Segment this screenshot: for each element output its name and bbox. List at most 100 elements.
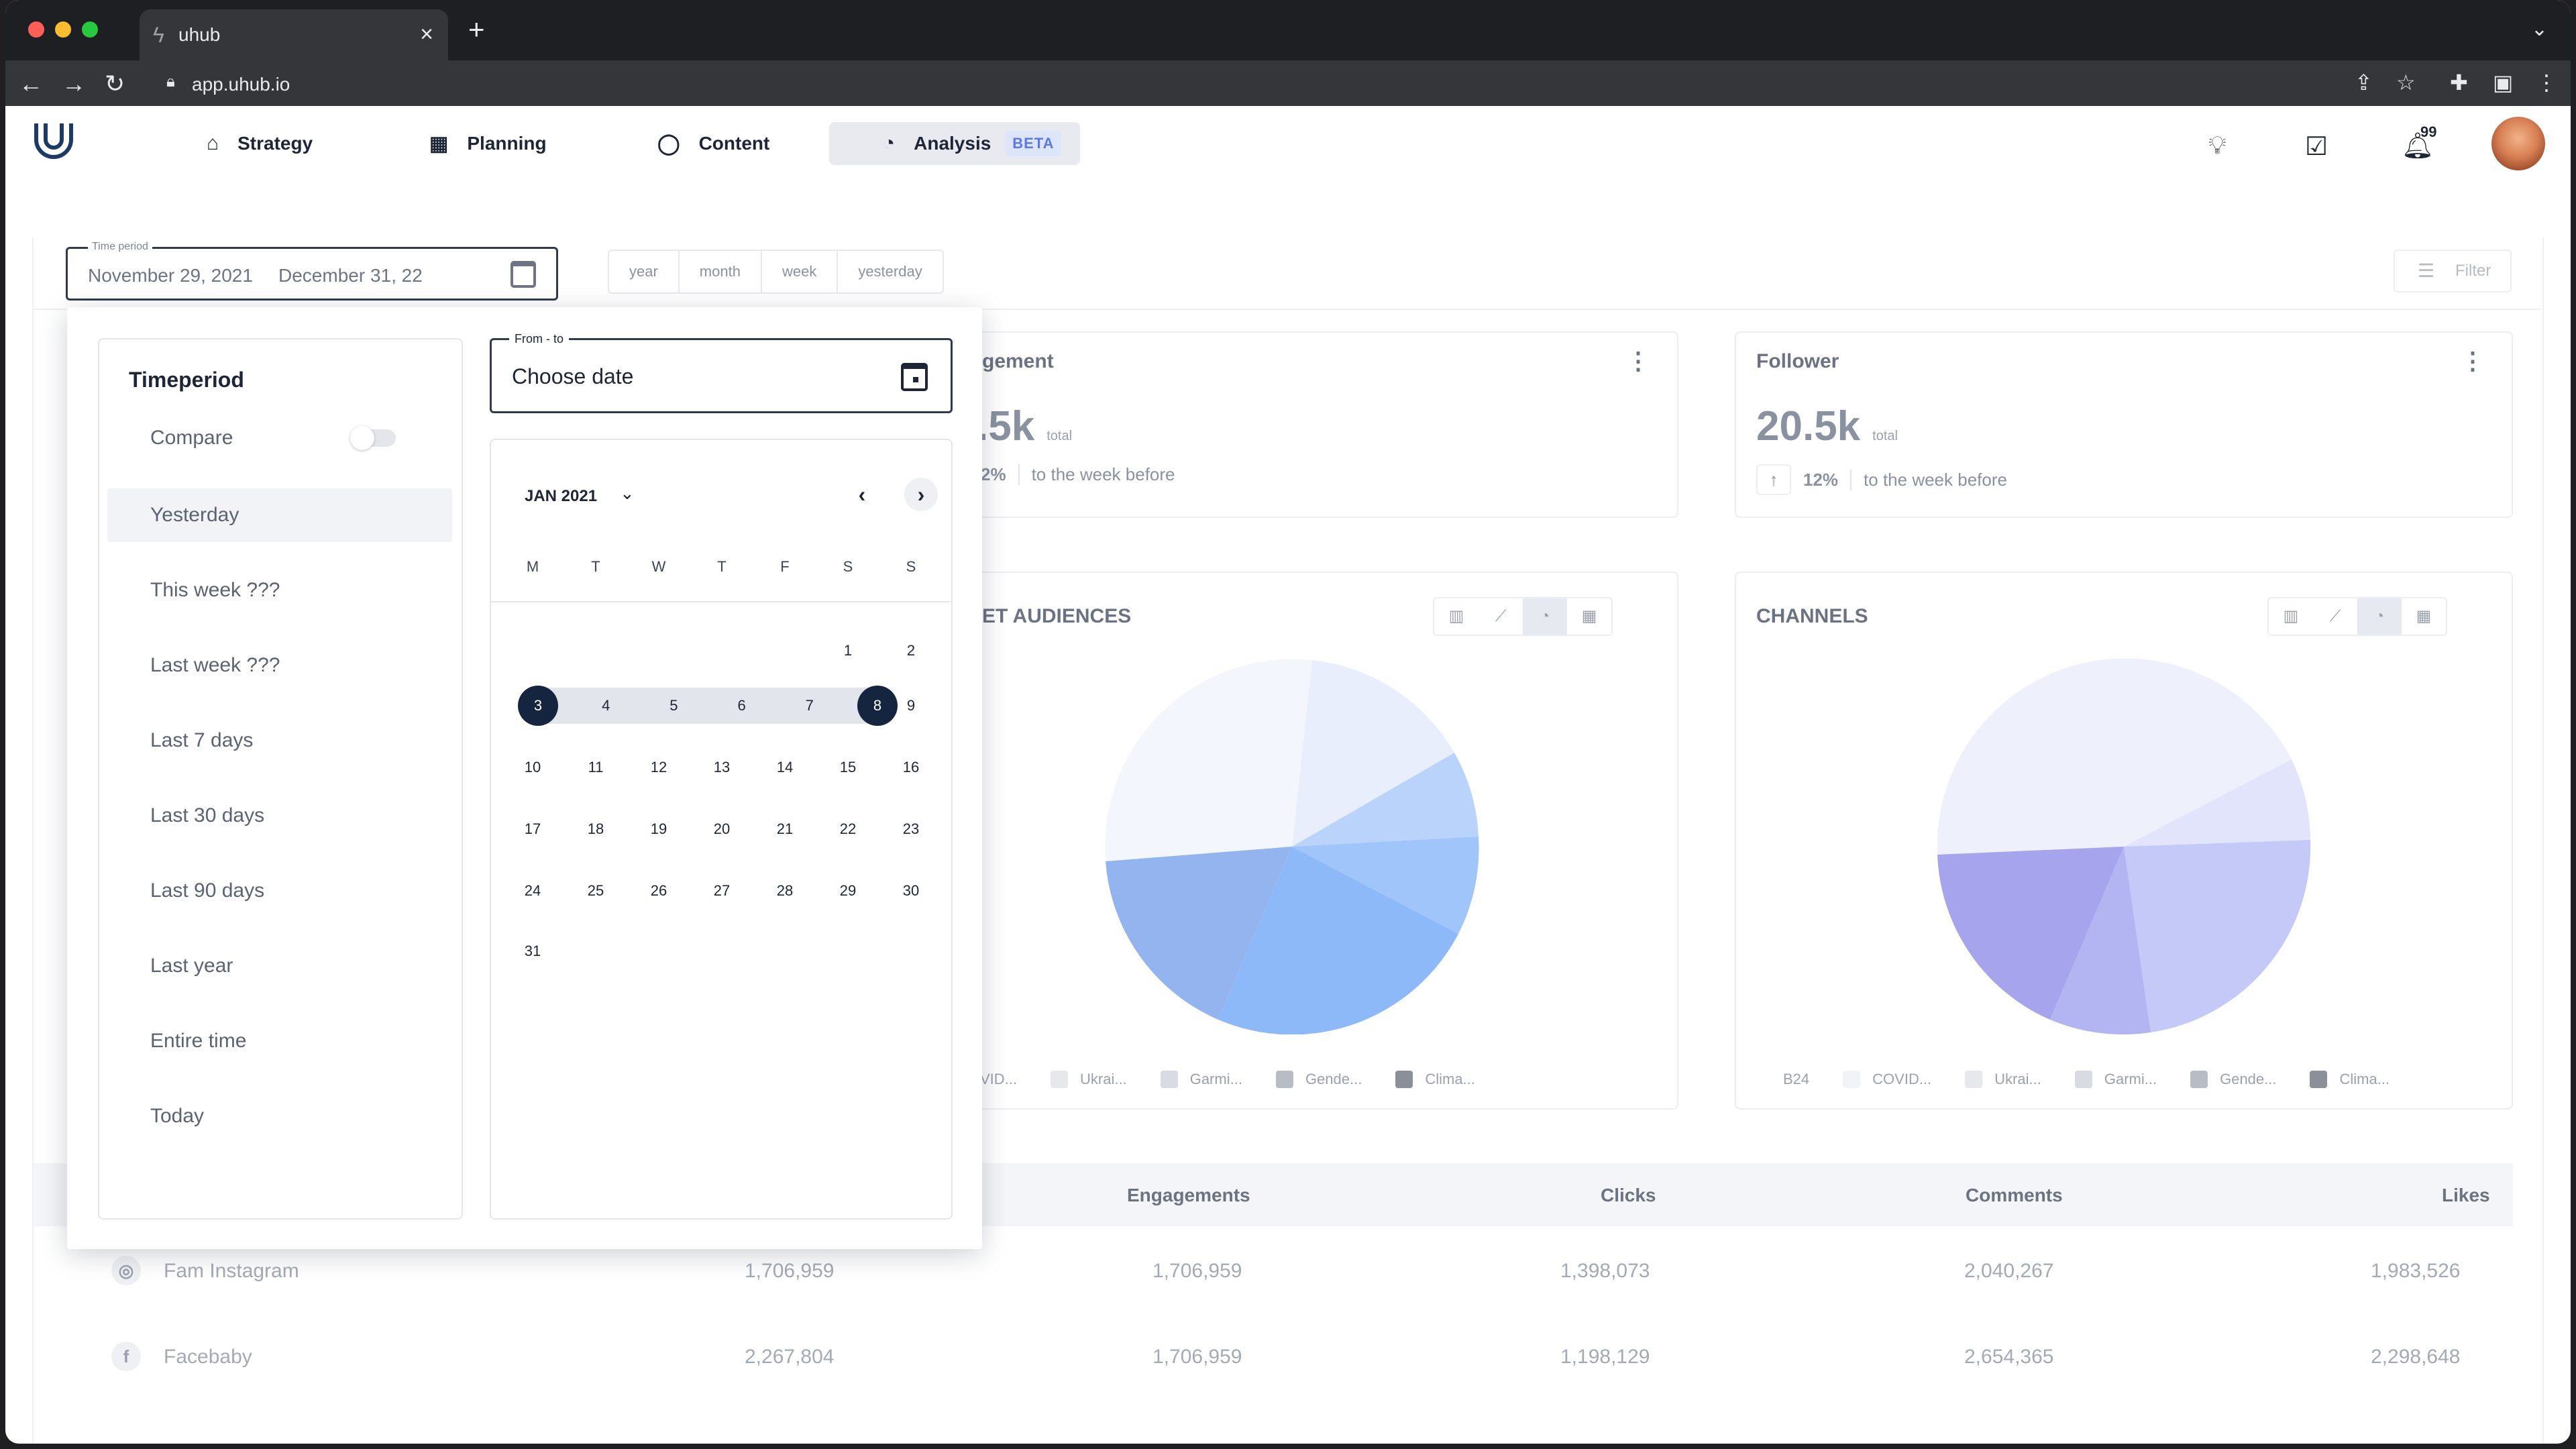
th-engagements[interactable]: Engagements [1127, 1185, 1250, 1205]
calendar-day[interactable]: 15 [839, 759, 857, 775]
sidebar-icon[interactable]: ▣ [2493, 70, 2514, 95]
prev-month-button[interactable]: ‹ [858, 482, 866, 506]
legend-item[interactable]: Ukrai... [1965, 1071, 2041, 1088]
from-to-field[interactable]: From - to Choose date [490, 332, 953, 413]
bar-chart-icon[interactable]: ▥ [1448, 607, 1464, 625]
back-button[interactable]: ← [19, 70, 43, 97]
calendar-day[interactable]: 11 [588, 759, 604, 775]
calendar-icon[interactable] [901, 363, 928, 391]
close-window-button[interactable] [28, 21, 44, 38]
calendar-day[interactable]: 24 [524, 882, 541, 899]
option-today[interactable]: Today [150, 1105, 205, 1127]
nav-strategy[interactable]: ⌂ Strategy [207, 122, 313, 165]
calendar-day[interactable]: 29 [839, 882, 857, 899]
table-icon[interactable]: ▦ [1581, 607, 1597, 625]
calendar-day[interactable]: 2 [906, 642, 916, 659]
legend-item[interactable]: Garmi... [2074, 1071, 2157, 1088]
calendar-day[interactable]: 30 [902, 882, 920, 899]
chevron-down-icon[interactable]: ⌄ [2530, 18, 2548, 40]
legend-item[interactable]: Gende... [1275, 1071, 1362, 1088]
calendar-day[interactable]: 13 [713, 759, 731, 775]
calendar-day[interactable]: 31 [524, 943, 541, 959]
calendar-day[interactable]: 4 [602, 697, 610, 714]
calendar-day[interactable]: 16 [902, 759, 920, 775]
calendar-day[interactable]: 17 [524, 820, 541, 837]
more-vertical-icon[interactable]: ⋮ [2461, 347, 2485, 374]
calendar-day[interactable]: 27 [713, 882, 731, 899]
compare-toggle[interactable] [350, 426, 396, 450]
calendar-day[interactable]: 25 [587, 882, 604, 899]
chevron-down-icon[interactable]: ⌄ [620, 483, 635, 503]
avatar[interactable] [2491, 117, 2545, 170]
legend-item[interactable]: COVID... [1843, 1071, 1931, 1088]
share-icon[interactable]: ⇪ [2355, 70, 2373, 95]
chip-week[interactable]: week [762, 251, 839, 292]
calendar-day[interactable]: 7 [805, 697, 814, 714]
nav-planning[interactable]: ▦ Planning [429, 122, 547, 165]
filter-button[interactable]: ☰ Filter [2394, 250, 2512, 292]
chip-year[interactable]: year [609, 251, 680, 292]
maximize-window-button[interactable] [82, 21, 98, 38]
calendar-day[interactable]: 5 [669, 697, 678, 714]
legend-item[interactable]: Gende... [2190, 1071, 2276, 1088]
calendar-day[interactable]: 9 [906, 697, 916, 714]
calendar-day[interactable]: 23 [902, 820, 920, 837]
option-last-30-days[interactable]: Last 30 days [150, 804, 265, 826]
table-row[interactable]: f Facebaby 2,267,804 1,706,959 1,198,129… [34, 1318, 2513, 1403]
calendar-day[interactable]: 3 [518, 686, 558, 726]
option-last-week[interactable]: Last week ??? [150, 654, 280, 676]
calendar-day[interactable]: 22 [839, 820, 857, 837]
address-bar[interactable]: 🔒︎ app.uhub.io [152, 64, 2399, 102]
line-chart-icon[interactable]: ⟋ [2329, 607, 2341, 625]
option-entire-time[interactable]: Entire time [150, 1030, 247, 1052]
calendar-day[interactable]: 6 [737, 697, 746, 714]
lightbulb-icon[interactable]: 💡︎ [2208, 131, 2226, 160]
legend-item[interactable]: Ukrai... [1051, 1071, 1127, 1088]
time-period-field[interactable]: Time period November 29, 2021 December 3… [66, 241, 558, 301]
uhub-logo[interactable] [32, 119, 75, 162]
calendar-day[interactable]: 10 [524, 759, 541, 775]
th-comments[interactable]: Comments [1966, 1185, 2063, 1205]
option-this-week[interactable]: This week ??? [150, 579, 280, 601]
option-yesterday[interactable]: Yesterday [107, 488, 452, 542]
bookmark-star-icon[interactable]: ☆ [2396, 70, 2416, 95]
bell-icon[interactable]: 🔔︎ [2402, 132, 2434, 160]
calendar-day[interactable]: 19 [650, 820, 667, 837]
calendar-day[interactable]: 20 [713, 820, 731, 837]
option-last-7-days[interactable]: Last 7 days [150, 729, 254, 751]
calendar-day[interactable]: 21 [776, 820, 794, 837]
checklist-icon[interactable]: ☑ [2305, 133, 2328, 161]
extensions-icon[interactable]: ✚ [2450, 70, 2468, 95]
chip-month[interactable]: month [680, 251, 762, 292]
legend-item[interactable]: Clima... [2310, 1071, 2390, 1088]
option-last-year[interactable]: Last year [150, 955, 233, 977]
pie-chart-icon[interactable]: ◔ [1523, 598, 1567, 635]
calendar-day[interactable]: 26 [650, 882, 667, 899]
close-tab-icon[interactable]: × [420, 21, 433, 47]
next-month-button[interactable]: › [904, 478, 938, 511]
pie-chart-icon[interactable]: ◔ [2357, 598, 2402, 635]
nav-analysis[interactable]: ◔ Analysis BETA [829, 122, 1080, 165]
bar-chart-icon[interactable]: ▥ [2283, 607, 2299, 625]
line-chart-icon[interactable]: ⟋ [1495, 607, 1507, 625]
calendar-day[interactable]: 14 [776, 759, 794, 775]
legend-item[interactable]: B24 [1783, 1071, 1809, 1088]
new-tab-button[interactable]: + [468, 13, 485, 45]
calendar-day[interactable]: 28 [776, 882, 794, 899]
more-menu-icon[interactable]: ⋮ [2536, 70, 2557, 95]
calendar-day[interactable]: 8 [857, 686, 898, 726]
legend-item[interactable]: Garmi... [1160, 1071, 1242, 1088]
calendar-day[interactable]: 1 [843, 642, 853, 659]
month-label[interactable]: JAN 2021 [525, 487, 598, 505]
calendar-day[interactable]: 18 [587, 820, 604, 837]
more-vertical-icon[interactable]: ⋮ [1626, 347, 1650, 374]
option-last-90-days[interactable]: Last 90 days [150, 879, 265, 902]
chip-yesterday[interactable]: yesterday [858, 263, 922, 280]
minimize-window-button[interactable] [55, 21, 71, 38]
calendar-day[interactable]: 12 [650, 759, 667, 775]
reload-button[interactable]: ↻ [105, 70, 125, 97]
calendar-icon[interactable] [511, 261, 536, 288]
table-row[interactable]: ◎ Fam Instagram 1,706,959 1,706,959 1,39… [34, 1232, 2513, 1318]
nav-content[interactable]: ◯ Content [657, 122, 769, 165]
table-icon[interactable]: ▦ [2416, 607, 2432, 625]
